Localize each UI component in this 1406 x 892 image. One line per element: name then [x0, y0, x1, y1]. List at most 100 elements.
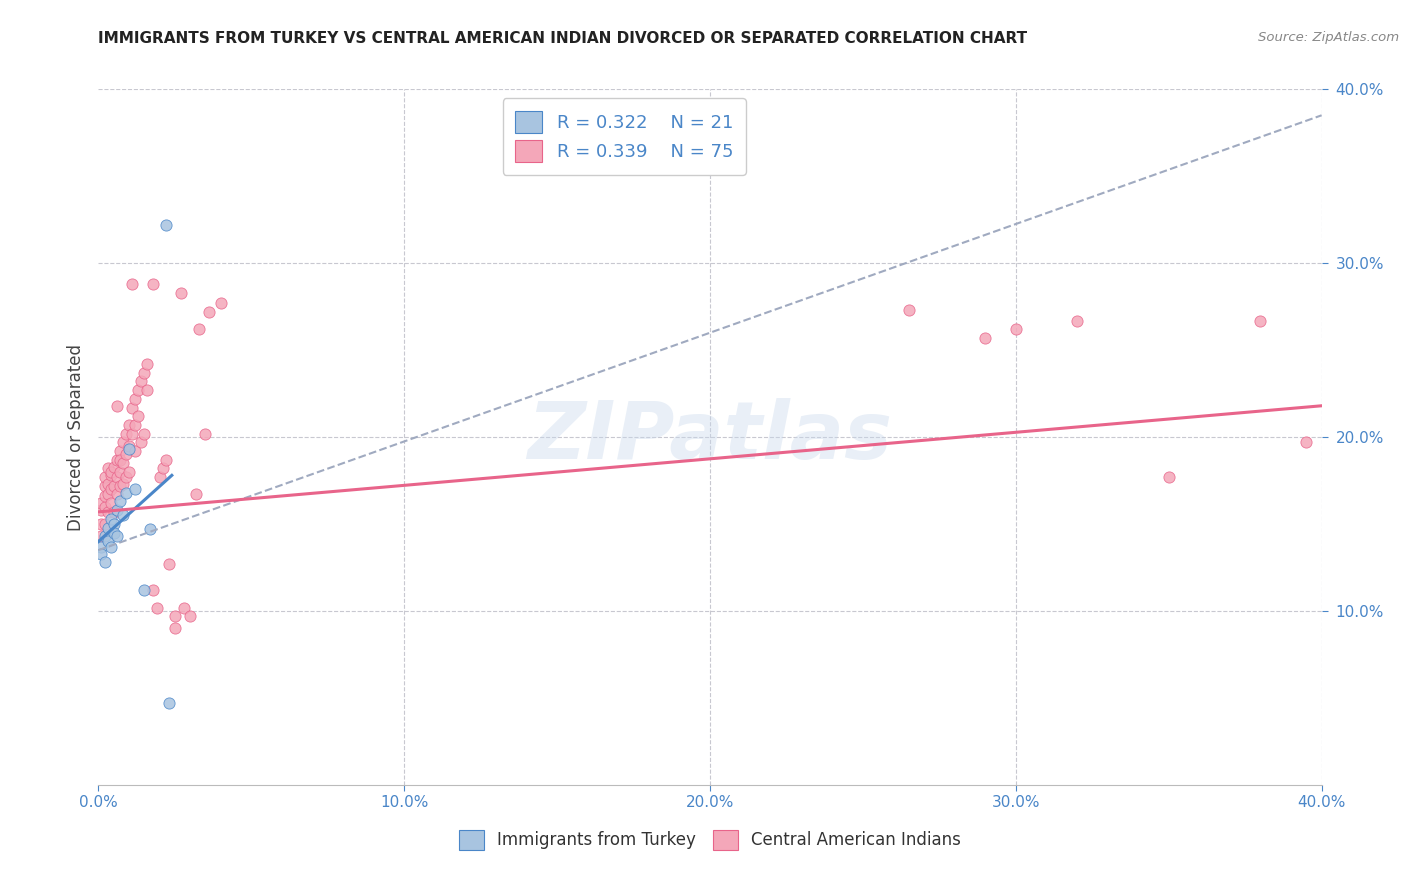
Point	[105, 503, 128, 517]
Point	[1066, 313, 1088, 327]
Point	[155, 218, 177, 232]
Point	[97, 520, 120, 534]
Point	[152, 461, 174, 475]
Point	[897, 303, 920, 318]
Point	[121, 401, 143, 415]
Point	[100, 540, 122, 554]
Point	[93, 470, 115, 484]
Point	[103, 525, 125, 540]
Point	[90, 503, 112, 517]
Point	[115, 485, 138, 500]
Point	[97, 505, 120, 519]
Point	[124, 444, 146, 458]
Point	[155, 452, 177, 467]
Text: ZIPatlas: ZIPatlas	[527, 398, 893, 476]
Point	[97, 477, 120, 491]
Point	[100, 468, 122, 483]
Point	[115, 426, 138, 441]
Point	[100, 465, 122, 479]
Point	[108, 444, 131, 458]
Point	[108, 494, 131, 508]
Point	[124, 392, 146, 406]
Point	[90, 547, 112, 561]
Point	[100, 482, 122, 496]
Point	[105, 399, 128, 413]
Point	[163, 609, 186, 624]
Point	[142, 583, 165, 598]
Point	[108, 479, 131, 493]
Point	[179, 609, 201, 624]
Point	[93, 555, 115, 569]
Point	[188, 322, 211, 336]
Point	[103, 459, 125, 474]
Point	[90, 540, 112, 554]
Point	[100, 512, 122, 526]
Point	[97, 461, 120, 475]
Point	[111, 456, 134, 470]
Point	[1157, 470, 1180, 484]
Point	[139, 522, 162, 536]
Point	[134, 426, 156, 441]
Point	[103, 516, 125, 531]
Point	[118, 442, 141, 457]
Point	[127, 383, 149, 397]
Point	[103, 505, 125, 519]
Point	[121, 426, 143, 441]
Point	[108, 465, 131, 479]
Point	[136, 383, 159, 397]
Point	[129, 435, 152, 450]
Point	[93, 479, 115, 493]
Point	[111, 508, 134, 523]
Text: IMMIGRANTS FROM TURKEY VS CENTRAL AMERICAN INDIAN DIVORCED OR SEPARATED CORRELAT: IMMIGRANTS FROM TURKEY VS CENTRAL AMERIC…	[98, 31, 1028, 46]
Point	[90, 516, 112, 531]
Point	[118, 465, 141, 479]
Point	[108, 452, 131, 467]
Point	[118, 417, 141, 432]
Point	[124, 482, 146, 496]
Point	[197, 305, 219, 319]
Point	[93, 500, 115, 514]
Point	[129, 375, 152, 389]
Point	[186, 487, 208, 501]
Point	[93, 516, 115, 531]
Point	[974, 331, 997, 345]
Point	[93, 529, 115, 543]
Legend: Immigrants from Turkey, Central American Indians: Immigrants from Turkey, Central American…	[453, 823, 967, 856]
Point	[149, 470, 172, 484]
Point	[105, 487, 128, 501]
Y-axis label: Divorced or Separated: Divorced or Separated	[66, 343, 84, 531]
Point	[103, 479, 125, 493]
Point	[145, 600, 167, 615]
Point	[115, 470, 138, 484]
Point	[97, 487, 120, 501]
Point	[105, 470, 128, 484]
Point	[100, 496, 122, 510]
Text: Source: ZipAtlas.com: Source: ZipAtlas.com	[1258, 31, 1399, 45]
Point	[170, 285, 193, 300]
Point	[105, 452, 128, 467]
Point	[1249, 313, 1271, 327]
Point	[134, 583, 156, 598]
Point	[118, 439, 141, 453]
Point	[93, 489, 115, 503]
Point	[111, 477, 134, 491]
Point	[90, 496, 112, 510]
Point	[97, 534, 120, 549]
Point	[115, 447, 138, 462]
Point	[124, 417, 146, 432]
Point	[209, 296, 232, 310]
Point	[111, 435, 134, 450]
Point	[134, 366, 156, 380]
Point	[163, 621, 186, 635]
Point	[90, 529, 112, 543]
Point	[1295, 435, 1317, 450]
Point	[121, 277, 143, 291]
Point	[157, 557, 180, 571]
Point	[142, 277, 165, 291]
Point	[136, 357, 159, 371]
Point	[173, 600, 195, 615]
Point	[105, 529, 128, 543]
Point	[194, 426, 217, 441]
Point	[1004, 322, 1026, 336]
Point	[157, 696, 180, 710]
